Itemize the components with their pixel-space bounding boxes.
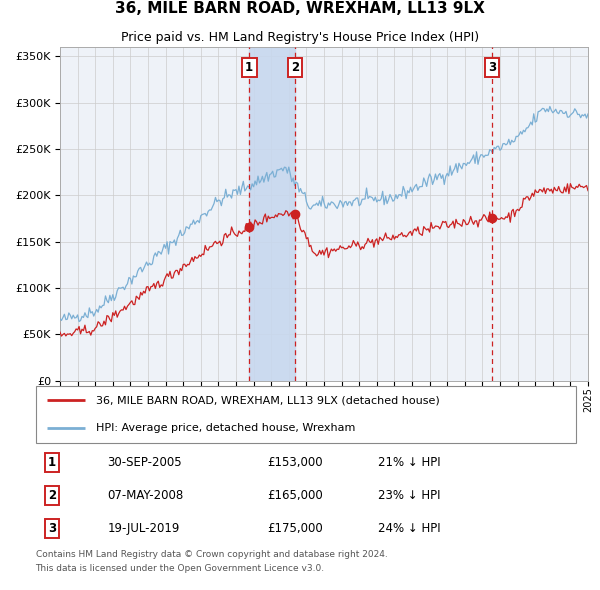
Text: 1: 1 (48, 456, 56, 469)
Text: 2: 2 (291, 61, 299, 74)
Text: 2: 2 (48, 489, 56, 502)
Text: 30-SEP-2005: 30-SEP-2005 (107, 456, 182, 469)
Text: 3: 3 (48, 522, 56, 535)
Text: This data is licensed under the Open Government Licence v3.0.: This data is licensed under the Open Gov… (35, 564, 325, 573)
Text: 1: 1 (245, 61, 253, 74)
Text: £153,000: £153,000 (268, 456, 323, 469)
Text: 36, MILE BARN ROAD, WREXHAM, LL13 9LX: 36, MILE BARN ROAD, WREXHAM, LL13 9LX (115, 1, 485, 17)
Text: HPI: Average price, detached house, Wrexham: HPI: Average price, detached house, Wrex… (96, 423, 356, 433)
Bar (249, 47, 295, 381)
Text: 21% ↓ HPI: 21% ↓ HPI (378, 456, 440, 469)
FancyBboxPatch shape (35, 386, 577, 443)
Text: £175,000: £175,000 (268, 522, 323, 535)
Text: 3: 3 (488, 61, 496, 74)
Text: 19-JUL-2019: 19-JUL-2019 (107, 522, 179, 535)
Text: 36, MILE BARN ROAD, WREXHAM, LL13 9LX (detached house): 36, MILE BARN ROAD, WREXHAM, LL13 9LX (d… (96, 395, 440, 405)
Text: 07-MAY-2008: 07-MAY-2008 (107, 489, 184, 502)
Text: 24% ↓ HPI: 24% ↓ HPI (378, 522, 440, 535)
Text: Price paid vs. HM Land Registry's House Price Index (HPI): Price paid vs. HM Land Registry's House … (121, 31, 479, 44)
Text: £165,000: £165,000 (268, 489, 323, 502)
Text: 23% ↓ HPI: 23% ↓ HPI (378, 489, 440, 502)
Text: Contains HM Land Registry data © Crown copyright and database right 2024.: Contains HM Land Registry data © Crown c… (35, 550, 387, 559)
